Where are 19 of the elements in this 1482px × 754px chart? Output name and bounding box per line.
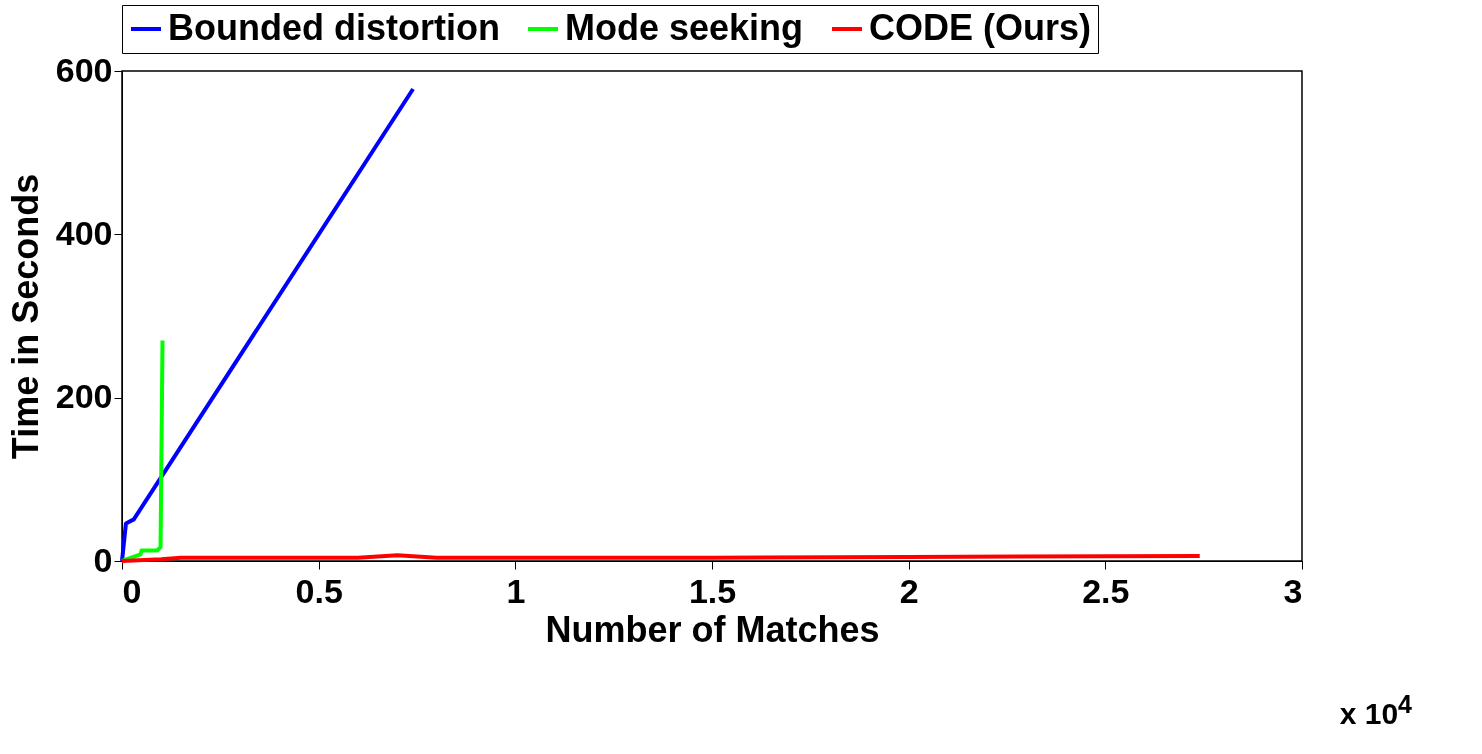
y-tick-label: 600: [55, 50, 113, 89]
x-tick-label: 1.5: [688, 571, 737, 610]
y-tick-label: 0: [93, 540, 113, 579]
line-series: [120, 86, 416, 563]
text: x 10$^{4}$: [1339, 690, 1412, 731]
y-axis-title: Time in Seconds: [4, 173, 46, 460]
legend-label: CODE (Ours): [869, 7, 1092, 48]
x-tick-label: 2.5: [1082, 571, 1130, 610]
y-tick-label: 200: [55, 377, 113, 416]
y-tick-label: 400: [55, 213, 113, 252]
x-tick-label: 3: [1283, 571, 1303, 610]
legend-label: Mode seeking: [565, 7, 804, 48]
x-tick-label: 1: [506, 571, 526, 610]
line-series: [120, 338, 165, 563]
x-tick-label: 0: [122, 571, 142, 610]
x-tick-label: 0.5: [295, 571, 343, 610]
x-axis-title: Number of Matches: [545, 608, 880, 650]
legend-label: Bounded distortion: [168, 7, 500, 48]
x-tick-label: 2: [899, 571, 919, 610]
